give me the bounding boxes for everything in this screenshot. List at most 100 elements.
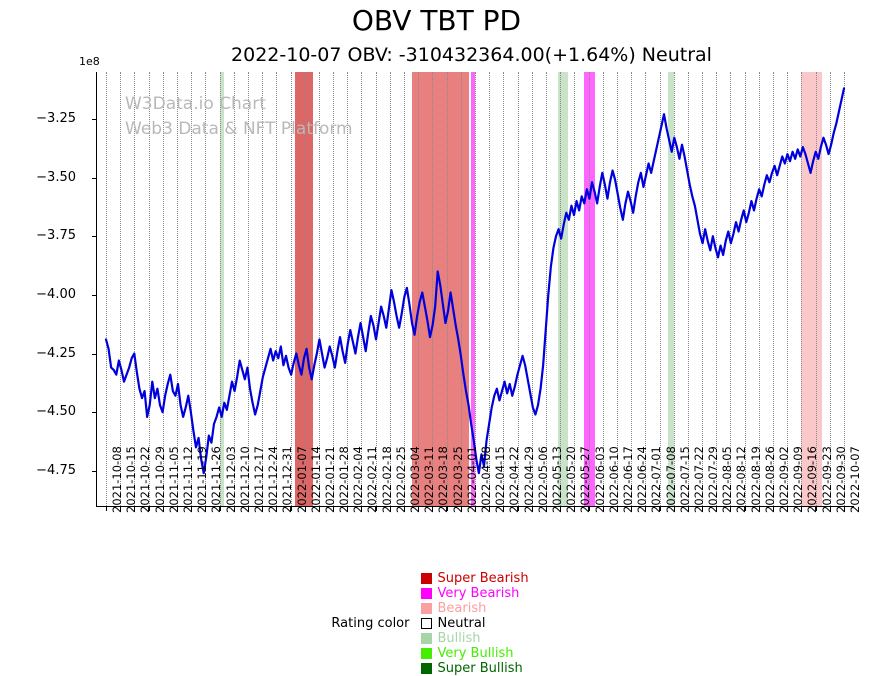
legend-label: Super Bearish <box>437 570 529 586</box>
x-tick-label: 2022-04-15 <box>493 446 508 513</box>
x-tick-label: 2022-05-20 <box>564 446 579 513</box>
gridline <box>659 72 662 506</box>
x-tick-label: 2022-09-23 <box>819 446 834 513</box>
x-tick-mark <box>687 507 689 511</box>
y-tick-label: −4.00 <box>36 286 76 302</box>
obv-chart: OBV TBT PD 2022-10-07 OBV: -310432364.00… <box>0 4 873 676</box>
gridline <box>673 72 676 506</box>
legend-item-neutral[interactable]: Neutral <box>421 616 528 631</box>
gridline <box>304 72 307 506</box>
obv-line <box>104 87 846 475</box>
gridline <box>815 72 818 506</box>
x-tick-mark <box>262 507 264 511</box>
gridline <box>361 72 363 506</box>
x-tick-mark <box>645 507 647 511</box>
x-tick-label: 2022-01-14 <box>308 446 323 513</box>
gridline <box>347 72 349 506</box>
gridline <box>418 72 420 506</box>
legend-item-bearish[interactable]: Bearish <box>421 601 528 616</box>
x-tick-label: 2022-09-16 <box>805 446 820 513</box>
x-tick-label: 2022-07-01 <box>649 446 664 513</box>
x-tick-mark <box>503 507 505 511</box>
gridline <box>787 72 789 506</box>
gridline <box>176 72 179 506</box>
x-tick-label: 2022-03-25 <box>450 446 465 513</box>
x-tick-label: 2022-09-30 <box>833 446 848 513</box>
x-tick-mark <box>106 507 107 511</box>
legend-label: Super Bullish <box>437 660 523 676</box>
x-tick-label: 2022-06-24 <box>635 446 650 513</box>
x-tick-label: 2021-10-15 <box>124 446 139 513</box>
gridline <box>333 72 335 506</box>
x-tick-label: 2022-06-10 <box>606 446 621 513</box>
legend-swatch-super-bullish <box>421 662 433 674</box>
legend-item-super-bullish[interactable]: Super Bullish <box>421 661 528 676</box>
y-tick-mark <box>92 470 96 472</box>
legend-swatch-bullish <box>421 632 433 644</box>
x-tick-label: 2022-02-11 <box>365 446 380 513</box>
x-tick-label: 2021-12-03 <box>223 446 238 513</box>
x-tick-mark <box>191 507 193 511</box>
gridline <box>801 72 803 506</box>
x-tick-mark <box>744 507 746 511</box>
legend-item-very-bearish[interactable]: Very Bearish <box>421 586 528 601</box>
rating-band-bearish <box>801 72 822 506</box>
x-tick-mark <box>333 507 335 511</box>
gridline <box>247 72 250 506</box>
x-tick-label: 2021-10-22 <box>138 446 153 513</box>
gridline <box>262 72 264 506</box>
x-tick-mark <box>815 507 817 511</box>
rating-color-legend: Rating color Super Bearish Very Bearish Be… <box>0 571 873 676</box>
x-tick-mark <box>418 507 420 511</box>
y-tick-label: −4.25 <box>36 345 76 361</box>
x-tick-mark <box>716 507 718 511</box>
x-tick-label: 2022-03-11 <box>422 446 437 513</box>
x-tick-mark <box>205 507 207 511</box>
x-tick-mark <box>347 507 349 511</box>
x-tick-label: 2022-08-26 <box>762 446 777 513</box>
plot-area: W3Data.io Chart Web3 Data & NFT Platform <box>97 72 853 506</box>
gridline <box>829 72 832 506</box>
rating-band-very-bearish <box>584 72 595 506</box>
legend-swatch-bearish <box>421 602 433 614</box>
legend-item-super-bearish[interactable]: Super Bearish <box>421 570 529 586</box>
legend-item-bullish[interactable]: Bullish <box>421 631 528 646</box>
gridline <box>446 72 449 506</box>
y-axis-exponent-label: 1e8 <box>79 55 100 68</box>
legend-title: Rating color <box>331 615 410 631</box>
gridline <box>631 72 633 506</box>
obv-line-series <box>104 87 846 475</box>
gridline <box>702 72 704 506</box>
legend-item-very-bullish[interactable]: Very Bullish <box>421 646 528 661</box>
gridline <box>645 72 647 506</box>
x-tick-mark <box>233 507 235 511</box>
x-tick-label: 2022-04-29 <box>521 446 536 513</box>
gridline <box>616 72 619 506</box>
gridline <box>148 72 151 506</box>
x-tick-mark <box>304 507 306 511</box>
x-tick-label: 2021-12-17 <box>251 446 266 513</box>
gridline <box>560 72 562 506</box>
x-tick-mark <box>247 507 249 511</box>
rating-band-bullish <box>219 72 224 506</box>
x-tick-mark <box>162 507 164 511</box>
legend-swatch-neutral <box>421 617 433 629</box>
x-tick-label: 2022-08-19 <box>748 446 763 513</box>
x-tick-label: 2021-11-12 <box>180 446 195 513</box>
legend-label: Neutral <box>437 615 486 631</box>
gridline <box>602 72 605 506</box>
x-tick-mark <box>560 507 562 511</box>
gridline <box>844 72 846 506</box>
x-tick-label: 2022-10-07 <box>848 446 862 513</box>
x-tick-mark <box>148 507 150 511</box>
y-tick-mark <box>92 177 96 179</box>
y-tick-mark <box>92 294 96 296</box>
gridline <box>475 72 477 506</box>
gridline <box>375 72 378 506</box>
x-tick-label: 2021-12-31 <box>280 446 295 513</box>
x-axis-line <box>96 506 854 507</box>
x-tick-mark <box>702 507 704 511</box>
rating-band-bullish <box>667 72 674 506</box>
x-tick-mark <box>318 507 320 511</box>
x-tick-label: 2022-01-07 <box>294 446 309 513</box>
